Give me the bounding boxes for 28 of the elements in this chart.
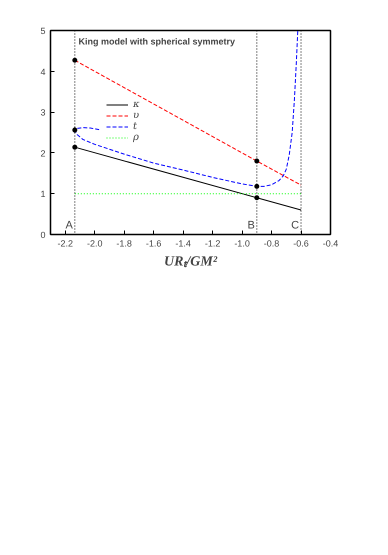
ref-line-label: B <box>247 220 255 232</box>
legend-label: κ <box>133 99 141 110</box>
x-tick-label: -1.0 <box>234 238 250 248</box>
y-tick-label: 1 <box>40 189 46 200</box>
x-tick-label: -2.0 <box>86 238 102 248</box>
text: King model with spherical symmetry <box>78 36 236 46</box>
x-tick-label: -1.8 <box>116 238 132 248</box>
x-tick-label: -1.6 <box>146 238 162 248</box>
ref-line-label: C <box>291 220 300 232</box>
x-axis-title: URₜ/GM² <box>164 254 218 270</box>
x-tick-label: -1.2 <box>204 238 220 248</box>
x-tick-label: -0.4 <box>322 238 338 248</box>
point <box>254 158 260 164</box>
y-tick-label: 4 <box>40 66 46 77</box>
point <box>254 184 260 189</box>
x-tick-label: -1.4 <box>175 238 191 248</box>
y-tick-label: 0 <box>40 230 46 240</box>
x-tick-label: -2.2 <box>57 238 73 248</box>
x-tick-label: -0.6 <box>293 238 309 248</box>
y-tick-label: 5 <box>40 26 46 36</box>
legend-label: υ <box>133 110 140 122</box>
y-tick-label: 2 <box>40 148 46 158</box>
ref-line-label: A <box>65 220 74 232</box>
legend-label: ρ <box>133 132 140 144</box>
x-tick-label: -0.8 <box>264 238 280 248</box>
legend-label: t <box>133 121 138 132</box>
y-tick-label: 3 <box>40 108 46 118</box>
point <box>72 128 78 133</box>
